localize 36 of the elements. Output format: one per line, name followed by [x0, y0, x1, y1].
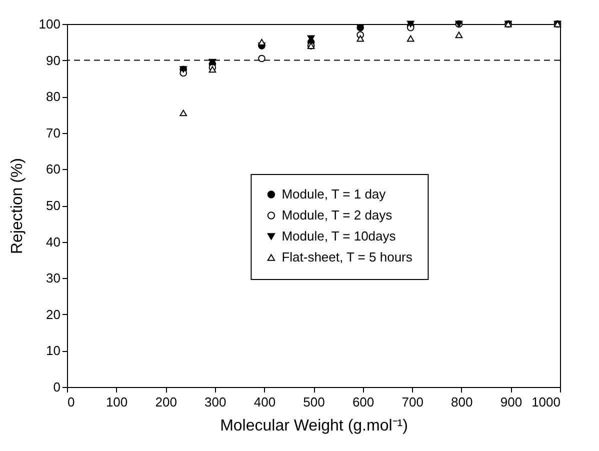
y-tick-label: 70 — [46, 125, 60, 140]
y-tick-label: 80 — [46, 89, 60, 104]
x-tick-label: 900 — [500, 394, 522, 410]
y-tick-label: 10 — [46, 343, 60, 358]
x-tick-label: 0 — [68, 394, 75, 410]
y-tick-label: 60 — [46, 162, 60, 177]
x-tick-label: 400 — [254, 394, 276, 410]
y-tick-label: 0 — [53, 380, 60, 394]
y-tick-label: 30 — [46, 270, 60, 286]
point — [455, 32, 463, 38]
legend-label: Module, T = 10days — [282, 228, 396, 244]
x-tick-label: 100 — [106, 394, 128, 410]
y-tick-label: 40 — [46, 234, 60, 250]
x-tick-label: 200 — [155, 394, 177, 410]
y-tick-label: 50 — [46, 198, 60, 213]
x-tick-label: 800 — [451, 394, 473, 410]
y-axis-title: Rejection (%) — [8, 158, 26, 254]
x-axis-title: Molecular Weight (g.mol⁻¹) — [220, 418, 408, 434]
x-tick-label: 600 — [352, 394, 374, 410]
x-tick-label: 700 — [402, 394, 424, 410]
y-tick-label: 90 — [46, 52, 60, 68]
y-tick-label: 100 — [38, 16, 60, 32]
x-tick-label: 500 — [303, 394, 325, 410]
point — [258, 38, 266, 46]
legend-label: Flat-sheet, T = 5 hours — [282, 250, 413, 264]
point — [356, 35, 364, 42]
y-tick-label: 20 — [46, 306, 60, 322]
x-tick-label: 300 — [204, 394, 226, 410]
point — [180, 110, 188, 116]
legend-label: Module, T = 1 day — [282, 186, 386, 202]
x-tick-label: 1000 — [532, 394, 560, 410]
point — [208, 58, 216, 66]
point — [208, 66, 216, 73]
legend-label: Module, T = 2 days — [282, 208, 393, 222]
point — [406, 35, 414, 42]
point — [258, 54, 266, 62]
